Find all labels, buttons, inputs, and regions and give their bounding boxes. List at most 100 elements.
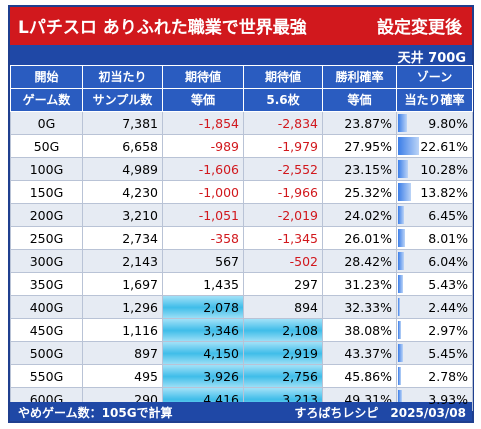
header-row-1: 開始 初当たり 期待値 期待値 勝利確率 ゾーン	[10, 65, 473, 89]
table-row: 150G 4,230 -1,000 -1,966 25.32% 13.82%	[10, 180, 473, 204]
ev-56-cell-value: 894	[294, 299, 318, 315]
zone-cell: 9.80%	[396, 111, 473, 135]
zone-rate-bar	[398, 160, 408, 178]
ev-56-cell: -1,979	[243, 134, 323, 158]
win-rate-cell: 27.95%	[322, 134, 397, 158]
win-rate-cell-value: 43.37%	[344, 345, 392, 361]
ev-equal-cell: 2,078	[162, 295, 244, 319]
zone-rate-bar	[398, 390, 402, 408]
ev-equal-cell-value: 3,926	[203, 368, 239, 384]
ev-equal-cell-value: 2,078	[203, 299, 239, 315]
table-row: 100G 4,989 -1,606 -2,552 23.15% 10.28%	[10, 157, 473, 181]
samples-cell-value: 495	[134, 368, 158, 384]
zone-cell: 2.44%	[396, 295, 473, 319]
start-cell: 100G	[10, 157, 83, 181]
zone-cell: 13.82%	[396, 180, 473, 204]
header-win-rate-line2: 等価	[322, 88, 397, 112]
ev-equal-cell: -1,000	[162, 180, 244, 204]
zone-cell-value: 10.28%	[420, 161, 468, 177]
zone-rate-bar	[398, 183, 411, 201]
start-cell: 350G	[10, 272, 83, 296]
ev-equal-cell: 3,926	[162, 364, 244, 388]
samples-cell: 1,116	[82, 318, 163, 342]
zone-cell: 5.45%	[396, 341, 473, 365]
ev-equal-cell: 4,150	[162, 341, 244, 365]
header-start-line2: ゲーム数	[10, 88, 83, 112]
zone-rate-bar	[398, 252, 404, 270]
win-rate-cell-value: 26.01%	[344, 230, 392, 246]
samples-cell: 7,381	[82, 111, 163, 135]
zone-cell: 6.45%	[396, 203, 473, 227]
ev-56-cell-value: -2,019	[277, 207, 318, 223]
header-zone-line1: ゾーン	[396, 65, 473, 89]
win-rate-cell: 23.87%	[322, 111, 397, 135]
ev-56-cell: 2,108	[243, 318, 323, 342]
ev-56-cell-value: -1,979	[277, 138, 318, 154]
table-row: 200G 3,210 -1,051 -2,019 24.02% 6.45%	[10, 203, 473, 227]
ev-equal-cell-value: 1,435	[203, 276, 239, 292]
table-row: 350G 1,697 1,435 297 31.23% 5.43%	[10, 272, 473, 296]
win-rate-cell: 23.15%	[322, 157, 397, 181]
ev-56-cell: -1,966	[243, 180, 323, 204]
ev-equal-cell: -358	[162, 226, 244, 250]
samples-cell-value: 1,296	[122, 299, 158, 315]
win-rate-cell: 28.42%	[322, 249, 397, 273]
win-rate-cell-value: 24.02%	[344, 207, 392, 223]
header-ev-56-line2: 5.6枚	[243, 88, 323, 112]
start-cell-value: 550G	[29, 368, 64, 384]
samples-cell-value: 3,210	[122, 207, 158, 223]
start-cell-value: 500G	[29, 345, 64, 361]
table-row: 550G 495 3,926 2,756 45.86% 2.78%	[10, 364, 473, 388]
table-row: 300G 2,143 567 -502 28.42% 6.04%	[10, 249, 473, 273]
zone-rate-bar	[398, 298, 401, 316]
start-cell-value: 400G	[29, 299, 64, 315]
start-cell: 400G	[10, 295, 83, 319]
ev-equal-cell: -1,854	[162, 111, 244, 135]
zone-rate-bar	[398, 321, 401, 339]
ev-equal-cell: 567	[162, 249, 244, 273]
zone-cell: 5.43%	[396, 272, 473, 296]
ev-equal-cell: 3,346	[162, 318, 244, 342]
samples-cell: 2,143	[82, 249, 163, 273]
ev-equal-cell: -1,606	[162, 157, 244, 181]
win-rate-cell: 25.32%	[322, 180, 397, 204]
ev-56-cell-value: 2,919	[282, 345, 318, 361]
header-win-rate-line1: 勝利確率	[322, 65, 397, 89]
header-samples-line1: 初当たり	[82, 65, 163, 89]
ev-equal-cell-value: -1,854	[198, 115, 239, 131]
table-row: 500G 897 4,150 2,919 43.37% 5.45%	[10, 341, 473, 365]
ev-equal-cell-value: -358	[210, 230, 239, 246]
header-row-2: ゲーム数 サンプル数 等価 5.6枚 等価 当たり確率	[10, 88, 473, 112]
win-rate-cell-value: 27.95%	[344, 138, 392, 154]
start-cell-value: 300G	[29, 253, 64, 269]
start-cell: 150G	[10, 180, 83, 204]
win-rate-cell-value: 28.42%	[344, 253, 392, 269]
win-rate-cell: 32.33%	[322, 295, 397, 319]
samples-cell: 1,296	[82, 295, 163, 319]
header-ev-equal-line2: 等価	[162, 88, 244, 112]
start-cell-value: 0G	[37, 115, 56, 131]
zone-cell-value: 2.44%	[428, 299, 468, 315]
samples-cell-value: 7,381	[122, 115, 158, 131]
samples-cell: 6,658	[82, 134, 163, 158]
win-rate-cell-value: 25.32%	[344, 184, 392, 200]
ev-equal-cell: 1,435	[162, 272, 244, 296]
zone-cell: 22.61%	[396, 134, 473, 158]
ev-equal-cell-value: -1,000	[198, 184, 239, 200]
page-title: Lパチスロ ありふれた職業で世界最強	[18, 18, 307, 38]
ev-56-cell-value: -1,966	[277, 184, 318, 200]
ev-56-cell-value: -2,552	[277, 161, 318, 177]
ev-equal-cell-value: -1,051	[198, 207, 239, 223]
start-cell: 0G	[10, 111, 83, 135]
start-cell: 500G	[10, 341, 83, 365]
start-cell-value: 200G	[29, 207, 64, 223]
zone-cell: 10.28%	[396, 157, 473, 181]
samples-cell-value: 2,143	[122, 253, 158, 269]
zone-cell-value: 5.43%	[428, 276, 468, 292]
title-bar: Lパチスロ ありふれた職業で世界最強 設定変更後	[10, 7, 472, 45]
win-rate-cell: 24.02%	[322, 203, 397, 227]
zone-rate-bar	[398, 137, 419, 155]
ev-equal-cell-value: -989	[210, 138, 239, 154]
ceiling-bar: 天井 700G	[10, 45, 472, 66]
win-rate-cell: 45.86%	[322, 364, 397, 388]
